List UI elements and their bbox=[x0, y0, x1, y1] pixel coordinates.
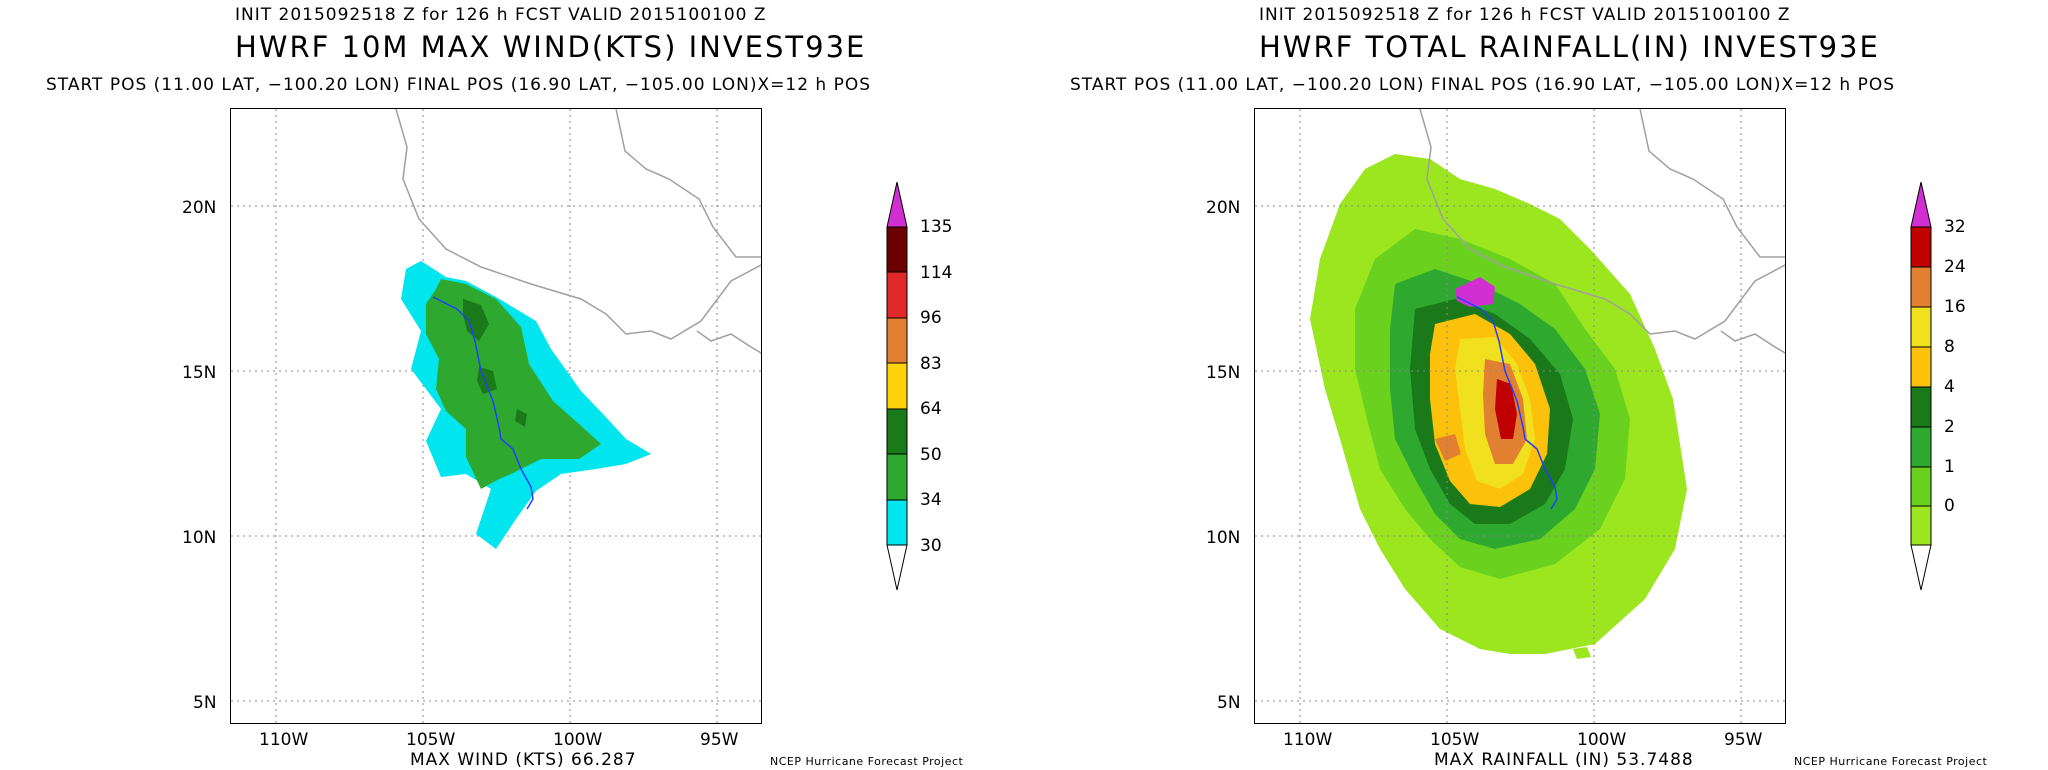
lon-label-105w: 105W bbox=[406, 730, 456, 750]
positions-label: START POS (11.00 LAT, −100.20 LON) FINAL… bbox=[46, 75, 872, 95]
map-grid bbox=[1255, 109, 1785, 723]
colorbar-tick: 2 bbox=[1944, 417, 1955, 437]
rain-contour-max bbox=[1455, 277, 1495, 307]
colorbar-top-arrow bbox=[886, 182, 908, 228]
credit-label: NCEP Hurricane Forecast Project bbox=[770, 755, 964, 768]
colorbar bbox=[1910, 182, 1932, 591]
max-wind-panel: INIT 2015092518 Z for 126 h FCST VALID 2… bbox=[0, 0, 1024, 770]
panel-title: HWRF TOTAL RAINFALL(IN) INVEST93E bbox=[1259, 30, 1880, 64]
lon-label-95w: 95W bbox=[1724, 730, 1763, 750]
total-rainfall-panel: INIT 2015092518 Z for 126 h FCST VALID 2… bbox=[1024, 0, 2048, 770]
lat-label-5n: 5N bbox=[1217, 693, 1241, 713]
lon-label-105w: 105W bbox=[1430, 730, 1480, 750]
max-value-label: MAX WIND (KTS) 66.287 bbox=[410, 750, 637, 770]
colorbar-tick: 1 bbox=[1944, 457, 1955, 477]
coastline bbox=[395, 109, 761, 354]
colorbar-tick: 32 bbox=[1944, 217, 1966, 237]
lat-label-15n: 15N bbox=[182, 363, 217, 383]
lon-label-95w: 95W bbox=[700, 730, 739, 750]
lat-label-5n: 5N bbox=[193, 693, 217, 713]
storm-track bbox=[432, 296, 534, 510]
lat-label-15n: 15N bbox=[1206, 363, 1241, 383]
lat-label-10n: 10N bbox=[1206, 528, 1241, 548]
colorbar-tick: 34 bbox=[920, 490, 942, 510]
max-value-label: MAX RAINFALL (IN) 53.7488 bbox=[1434, 750, 1694, 770]
colorbar-tick: 16 bbox=[1944, 297, 1966, 317]
init-label: INIT 2015092518 Z for 126 h FCST VALID 2… bbox=[235, 5, 767, 25]
colorbar-tick: 4 bbox=[1944, 377, 1955, 397]
lon-label-100w: 100W bbox=[1577, 730, 1627, 750]
colorbar-bottom-arrow bbox=[1910, 544, 1932, 591]
rain-contour-32in bbox=[1495, 379, 1517, 439]
credit-label: NCEP Hurricane Forecast Project bbox=[1794, 755, 1988, 768]
lon-label-110w: 110W bbox=[259, 730, 309, 750]
init-label: INIT 2015092518 Z for 126 h FCST VALID 2… bbox=[1259, 5, 1791, 25]
lat-label-10n: 10N bbox=[182, 528, 217, 548]
colorbar-top-arrow bbox=[1910, 182, 1932, 228]
coastline bbox=[1419, 109, 1785, 354]
lat-label-20n: 20N bbox=[1206, 198, 1241, 218]
panel-title: HWRF 10M MAX WIND(KTS) INVEST93E bbox=[235, 30, 867, 64]
positions-label: START POS (11.00 LAT, −100.20 LON) FINAL… bbox=[1070, 75, 1896, 95]
wind-map bbox=[230, 108, 762, 724]
colorbar-tick: 30 bbox=[920, 536, 942, 556]
colorbar-tick: 0 bbox=[1944, 496, 1955, 516]
lon-label-100w: 100W bbox=[553, 730, 603, 750]
colorbar-tick: 8 bbox=[1944, 337, 1955, 357]
colorbar-tick: 114 bbox=[920, 263, 953, 283]
colorbar-tick: 64 bbox=[920, 399, 942, 419]
lat-label-20n: 20N bbox=[182, 198, 217, 218]
colorbar-tick: 83 bbox=[920, 354, 942, 374]
rainfall-map bbox=[1254, 108, 1786, 724]
colorbar-tick: 24 bbox=[1944, 257, 1966, 277]
colorbar-tick: 50 bbox=[920, 445, 942, 465]
storm-track bbox=[1456, 296, 1558, 510]
colorbar-tick: 135 bbox=[920, 217, 953, 237]
wind-contour-50kt bbox=[463, 299, 489, 341]
lon-label-110w: 110W bbox=[1283, 730, 1333, 750]
colorbar-bottom-arrow bbox=[886, 544, 908, 591]
colorbar-tick: 96 bbox=[920, 308, 942, 328]
colorbar bbox=[886, 182, 908, 591]
